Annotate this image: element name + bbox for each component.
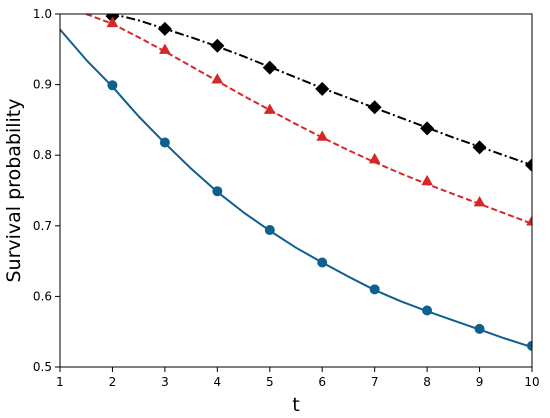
- x-tick-label: 3: [161, 375, 169, 389]
- data-point-diamond: [210, 38, 225, 53]
- data-point-diamond: [315, 81, 330, 96]
- series-circle: [60, 28, 532, 351]
- plot-layer: [60, 14, 532, 351]
- data-point-triangle: [106, 16, 119, 28]
- x-tick-label: 2: [109, 375, 117, 389]
- data-point-circle: [107, 80, 118, 91]
- x-tick-label: 5: [266, 375, 274, 389]
- series-diamond: [105, 14, 532, 173]
- x-tick-label: 8: [423, 375, 431, 389]
- y-tick-label: 1.0: [33, 7, 52, 21]
- data-point-circle: [422, 305, 433, 316]
- data-point-diamond: [472, 140, 487, 155]
- y-tick-label: 0.8: [33, 148, 52, 162]
- data-point-circle: [317, 257, 328, 268]
- data-point-triangle: [316, 130, 329, 141]
- y-axis-label: Survival probability: [3, 98, 25, 282]
- y-tick-label: 0.7: [33, 219, 52, 233]
- data-point-diamond: [367, 100, 382, 115]
- data-point-circle: [527, 340, 532, 351]
- x-tick-label: 1: [56, 375, 64, 389]
- x-tick-label: 7: [371, 375, 379, 389]
- series-line-circle: [60, 28, 532, 349]
- data-point-circle: [212, 186, 223, 197]
- data-point-diamond: [420, 121, 435, 136]
- data-point-triangle: [526, 215, 532, 226]
- data-point-triangle: [211, 73, 224, 84]
- ticks-layer: 1 2 3 4 5 6 7 8 9 10 0.5 0.6 0.7 0.8 0.9 1.0: [33, 7, 540, 389]
- data-point-circle: [474, 323, 485, 334]
- data-point-diamond: [262, 60, 277, 75]
- data-point-circle: [369, 284, 380, 295]
- y-tick-label: 0.9: [33, 78, 52, 92]
- plot-frame: [59, 13, 533, 368]
- x-tick-label: 10: [524, 375, 539, 389]
- data-point-diamond: [157, 21, 172, 36]
- data-point-triangle: [368, 152, 381, 164]
- y-tick-label: 0.5: [33, 360, 52, 374]
- data-point-circle: [159, 137, 170, 148]
- series-line-diamond: [108, 14, 532, 167]
- x-tick-label: 6: [318, 375, 326, 389]
- data-point-triangle: [263, 103, 276, 114]
- x-tick-label: 4: [214, 375, 222, 389]
- series-line-triangle: [81, 14, 532, 225]
- data-point-diamond: [525, 158, 532, 173]
- x-axis-label: t: [292, 394, 299, 416]
- data-point-triangle: [473, 196, 486, 207]
- x-tick-label: 9: [476, 375, 484, 389]
- data-point-circle: [264, 225, 275, 236]
- data-point-triangle: [159, 43, 171, 54]
- y-tick-label: 0.6: [33, 289, 52, 303]
- data-point-triangle: [421, 174, 433, 186]
- series-triangle: [81, 14, 532, 226]
